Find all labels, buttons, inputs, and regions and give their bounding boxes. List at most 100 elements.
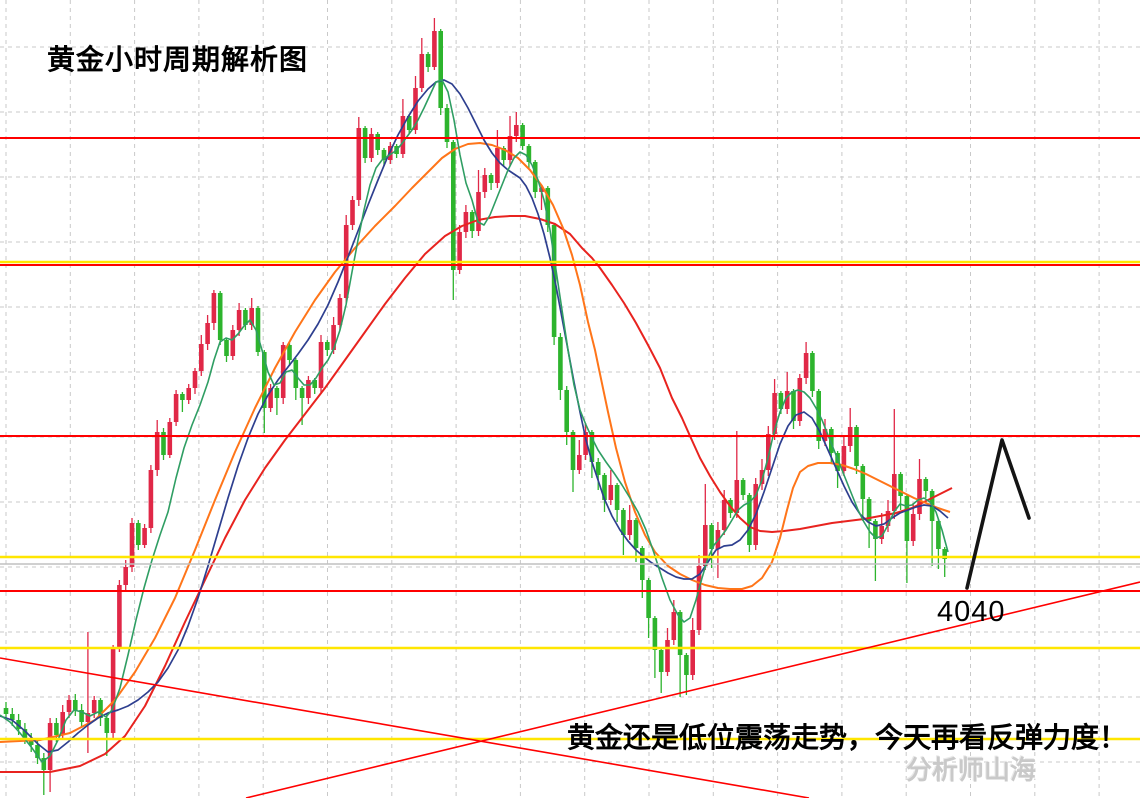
candle-down [747,495,752,545]
candle-up [803,353,809,378]
candle-down [98,700,103,718]
candle-up [671,612,677,640]
candle-up [167,422,173,455]
candle-down [262,352,267,408]
candle-down [217,293,223,340]
candle-up [350,200,355,225]
candle-down [829,429,834,453]
candle-down [860,466,866,499]
candle-up [205,323,210,344]
candle-down [570,432,576,470]
candle-up [608,485,614,500]
chart-title: 黄金小时周期解析图 [47,44,309,75]
candle-up [331,325,336,350]
candle-up [211,293,217,323]
candle-up [306,380,311,398]
candle-down [22,729,28,738]
candle-down [791,391,796,421]
candle-up [419,54,425,88]
candle-up [186,388,191,400]
candle-up [337,298,343,325]
candle-up [721,500,727,530]
candle-down [677,612,683,655]
candle-up [60,712,65,735]
candle-up [690,630,695,675]
candle-down [224,340,229,356]
candle-up [369,134,374,158]
candle-up [797,378,803,421]
candle-up [910,514,916,541]
candle-up [117,585,122,648]
watermark-analyst-name: 分析师山海 [906,755,1037,785]
candle-down [274,388,280,398]
candle-down [161,432,166,455]
analyst-comment: 黄金还是低位震荡走势，今天再看反弹力度！ [567,722,1128,753]
candle-down [816,391,821,441]
candle-up [841,446,847,471]
candle-up [91,700,97,713]
candle-up [772,393,777,434]
candle-up [148,470,154,528]
candle-down [923,479,929,491]
candle-down [854,427,859,466]
candle-up [249,308,254,325]
candle-down [810,353,815,391]
candle-down [942,549,947,559]
candle-up [154,432,160,470]
candle-down [936,521,941,549]
candle-down [564,390,569,432]
candle-up [703,525,708,566]
candle-up [129,523,135,567]
candle-down [180,394,185,400]
candle-down [646,580,651,618]
candle-up [123,567,128,585]
candle-down [866,499,872,521]
candle-up [734,480,740,513]
candle-down [243,310,248,325]
candle-up [280,345,286,398]
candle-up [463,212,469,232]
candle-down [873,521,878,539]
candle-down [104,718,110,733]
price-level-label: 4040 [937,596,1006,628]
candle-down [299,388,305,398]
candle-down [488,175,494,183]
candle-up [66,700,72,712]
candle-up [892,474,897,511]
ma-mid-orange [0,142,951,743]
candle-down [54,723,59,735]
candle-down [904,496,910,541]
candle-up [766,434,771,470]
candle-down [136,523,141,545]
candle-down [595,462,601,475]
candle-down [558,337,563,390]
rebound-forecast-zigzag [965,438,1031,590]
candle-up [885,511,891,526]
candle-up [192,371,198,388]
candle-down [438,31,443,108]
candle-down [526,146,532,162]
ma-slow-red [0,215,953,773]
candle-down [898,474,903,496]
candle-up [495,148,500,183]
candle-down [709,525,714,549]
candle-up [413,88,418,130]
ma-fast-green [0,79,949,763]
candle-down [652,618,658,650]
candle-up [400,116,406,154]
candle-down [633,520,639,548]
candle-up [696,566,702,630]
descending-trendline [0,657,810,798]
candle-up [173,394,179,422]
candle-down [425,54,431,67]
candle-down [658,650,664,672]
candle-up [236,310,242,330]
candle-down [10,714,15,720]
candle-up [476,192,481,231]
candle-down [545,188,551,225]
candle-down [589,432,595,462]
candle-up [514,125,519,136]
candle-down [602,475,607,500]
